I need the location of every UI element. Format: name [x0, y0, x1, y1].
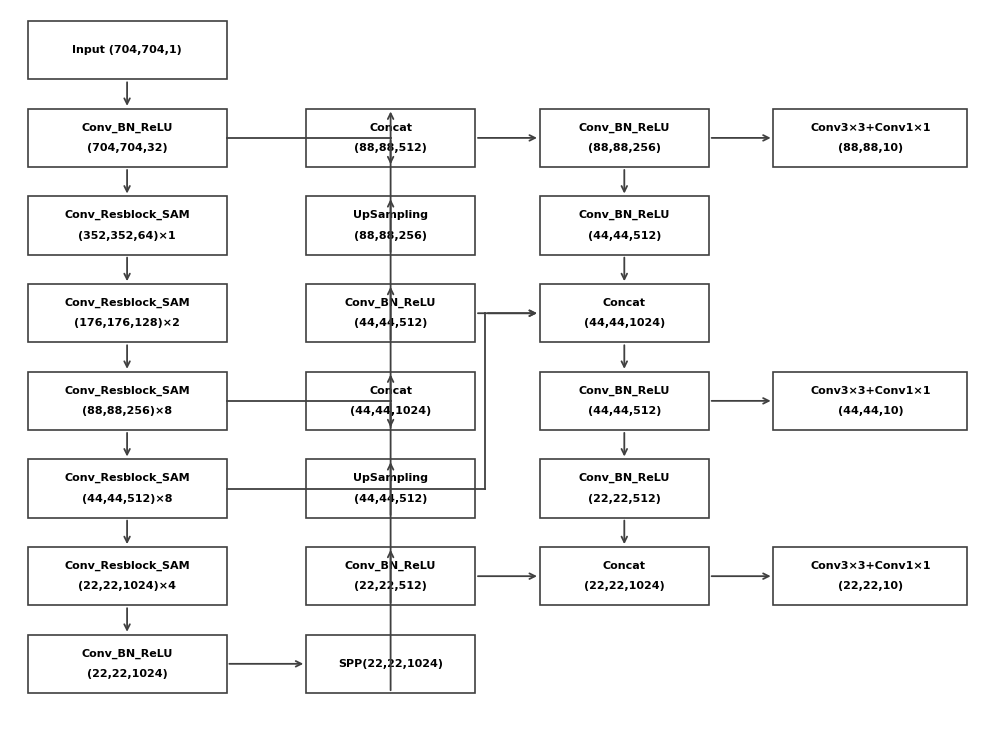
- FancyBboxPatch shape: [306, 634, 475, 693]
- Text: (44,44,512): (44,44,512): [588, 231, 661, 241]
- Text: (44,44,512): (44,44,512): [588, 406, 661, 416]
- Text: (88,88,512): (88,88,512): [354, 143, 427, 153]
- Text: Conv3×3+Conv1×1: Conv3×3+Conv1×1: [810, 386, 931, 396]
- Text: Conv_Resblock_SAM: Conv_Resblock_SAM: [64, 561, 190, 571]
- FancyBboxPatch shape: [773, 547, 967, 606]
- FancyBboxPatch shape: [306, 547, 475, 606]
- Text: (44,44,1024): (44,44,1024): [350, 406, 431, 416]
- Text: Conv_BN_ReLU: Conv_BN_ReLU: [579, 123, 670, 132]
- Text: Concat: Concat: [369, 123, 412, 132]
- Text: Concat: Concat: [603, 561, 646, 571]
- Text: Conv_Resblock_SAM: Conv_Resblock_SAM: [64, 386, 190, 396]
- FancyBboxPatch shape: [540, 372, 709, 430]
- Text: UpSampling: UpSampling: [353, 210, 428, 220]
- FancyBboxPatch shape: [28, 109, 227, 167]
- FancyBboxPatch shape: [306, 197, 475, 255]
- FancyBboxPatch shape: [306, 372, 475, 430]
- Text: (352,352,64)×1: (352,352,64)×1: [78, 231, 176, 241]
- Text: (88,88,256): (88,88,256): [588, 143, 661, 153]
- FancyBboxPatch shape: [773, 109, 967, 167]
- Text: Conv3×3+Conv1×1: Conv3×3+Conv1×1: [810, 561, 931, 571]
- Text: Conv_BN_ReLU: Conv_BN_ReLU: [81, 123, 173, 132]
- Text: Conv_BN_ReLU: Conv_BN_ReLU: [579, 210, 670, 221]
- Text: Conv_BN_ReLU: Conv_BN_ReLU: [579, 386, 670, 396]
- Text: Conv_Resblock_SAM: Conv_Resblock_SAM: [64, 298, 190, 308]
- Text: Conv_Resblock_SAM: Conv_Resblock_SAM: [64, 473, 190, 484]
- FancyBboxPatch shape: [540, 109, 709, 167]
- Text: (88,88,10): (88,88,10): [838, 143, 903, 153]
- Text: (22,22,512): (22,22,512): [354, 581, 427, 592]
- Text: Input (704,704,1): Input (704,704,1): [72, 45, 182, 55]
- FancyBboxPatch shape: [28, 197, 227, 255]
- Text: (88,88,256): (88,88,256): [354, 231, 427, 241]
- Text: (44,44,1024): (44,44,1024): [584, 319, 665, 328]
- Text: UpSampling: UpSampling: [353, 473, 428, 484]
- Text: (44,44,512)×8: (44,44,512)×8: [82, 494, 172, 503]
- Text: (88,88,256)×8: (88,88,256)×8: [82, 406, 172, 416]
- Text: (44,44,512): (44,44,512): [354, 494, 427, 503]
- FancyBboxPatch shape: [28, 284, 227, 342]
- Text: Conv3×3+Conv1×1: Conv3×3+Conv1×1: [810, 123, 931, 132]
- Text: Concat: Concat: [369, 386, 412, 396]
- FancyBboxPatch shape: [28, 372, 227, 430]
- Text: (22,22,1024)×4: (22,22,1024)×4: [78, 581, 176, 592]
- Text: Conv_BN_ReLU: Conv_BN_ReLU: [81, 648, 173, 659]
- Text: Conv_BN_ReLU: Conv_BN_ReLU: [345, 561, 436, 571]
- FancyBboxPatch shape: [773, 372, 967, 430]
- FancyBboxPatch shape: [540, 197, 709, 255]
- Text: (44,44,10): (44,44,10): [838, 406, 903, 416]
- FancyBboxPatch shape: [28, 634, 227, 693]
- FancyBboxPatch shape: [306, 459, 475, 517]
- Text: (176,176,128)×2: (176,176,128)×2: [74, 319, 180, 328]
- Text: (44,44,512): (44,44,512): [354, 319, 427, 328]
- FancyBboxPatch shape: [28, 547, 227, 606]
- Text: SPP(22,22,1024): SPP(22,22,1024): [338, 659, 443, 669]
- FancyBboxPatch shape: [306, 109, 475, 167]
- FancyBboxPatch shape: [540, 547, 709, 606]
- Text: (704,704,32): (704,704,32): [87, 143, 167, 153]
- Text: Conv_BN_ReLU: Conv_BN_ReLU: [345, 298, 436, 308]
- Text: (22,22,1024): (22,22,1024): [87, 669, 167, 679]
- FancyBboxPatch shape: [28, 21, 227, 79]
- Text: (22,22,512): (22,22,512): [588, 494, 661, 503]
- Text: Conv_Resblock_SAM: Conv_Resblock_SAM: [64, 210, 190, 221]
- Text: (22,22,1024): (22,22,1024): [584, 581, 665, 592]
- FancyBboxPatch shape: [28, 459, 227, 517]
- Text: Conv_BN_ReLU: Conv_BN_ReLU: [579, 473, 670, 484]
- Text: (22,22,10): (22,22,10): [838, 581, 903, 592]
- Text: Concat: Concat: [603, 298, 646, 308]
- FancyBboxPatch shape: [306, 284, 475, 342]
- FancyBboxPatch shape: [540, 459, 709, 517]
- FancyBboxPatch shape: [540, 284, 709, 342]
